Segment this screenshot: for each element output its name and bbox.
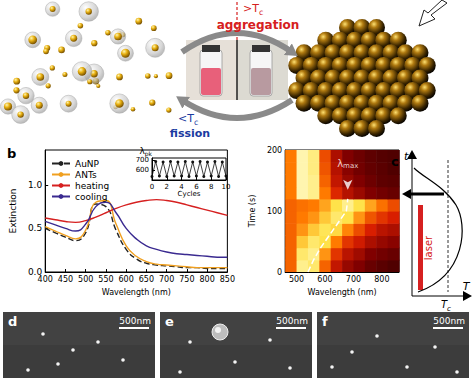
svg-text:Extinction: Extinction bbox=[8, 189, 18, 234]
svg-text:e: e bbox=[165, 314, 174, 329]
svg-text:λ: λ bbox=[337, 158, 344, 170]
svg-text:600: 600 bbox=[317, 275, 332, 284]
svg-text:4: 4 bbox=[179, 183, 184, 191]
svg-text:700: 700 bbox=[159, 275, 174, 284]
svg-text:AuNP: AuNP bbox=[75, 159, 100, 169]
svg-text:0: 0 bbox=[150, 183, 154, 191]
svg-text:1.0: 1.0 bbox=[28, 180, 43, 190]
svg-text:200: 200 bbox=[267, 146, 282, 155]
svg-text:800: 800 bbox=[374, 275, 389, 284]
svg-text:Cycles: Cycles bbox=[178, 190, 201, 198]
svg-text:T: T bbox=[463, 280, 471, 293]
svg-text:100: 100 bbox=[267, 207, 282, 216]
svg-text:heating: heating bbox=[75, 181, 109, 191]
svg-text:λ: λ bbox=[139, 146, 145, 156]
svg-text:6: 6 bbox=[194, 183, 199, 191]
svg-text:c: c bbox=[391, 154, 399, 169]
svg-text:700: 700 bbox=[346, 275, 361, 284]
svg-text:750: 750 bbox=[179, 275, 194, 284]
svg-text:700: 700 bbox=[136, 156, 149, 164]
svg-text:550: 550 bbox=[98, 275, 113, 284]
svg-text:800: 800 bbox=[199, 275, 214, 284]
svg-text:10: 10 bbox=[222, 183, 231, 191]
svg-text:t: t bbox=[404, 150, 409, 163]
svg-text:<Tc: <Tc bbox=[178, 112, 198, 127]
svg-text:aggregation: aggregation bbox=[217, 18, 300, 32]
svg-text:Tc: Tc bbox=[441, 299, 451, 313]
svg-text:cooling: cooling bbox=[75, 192, 107, 202]
svg-text:b: b bbox=[7, 146, 16, 161]
svg-text:fission: fission bbox=[170, 127, 210, 140]
svg-text:0: 0 bbox=[277, 268, 282, 277]
svg-text:8: 8 bbox=[209, 183, 213, 191]
svg-text:2: 2 bbox=[165, 183, 169, 191]
svg-text:500: 500 bbox=[289, 275, 304, 284]
svg-text:d: d bbox=[8, 314, 17, 329]
svg-text:0.5: 0.5 bbox=[28, 223, 42, 233]
svg-text:Wavelength (nm): Wavelength (nm) bbox=[308, 288, 377, 297]
svg-text:f: f bbox=[322, 314, 328, 329]
svg-text:400: 400 bbox=[38, 275, 53, 284]
svg-text:500nm: 500nm bbox=[433, 316, 465, 326]
svg-text:Time (s): Time (s) bbox=[248, 195, 257, 229]
svg-text:0.0: 0.0 bbox=[27, 267, 43, 277]
svg-text:600: 600 bbox=[136, 166, 149, 174]
svg-text:pk: pk bbox=[144, 149, 152, 157]
svg-text:450: 450 bbox=[58, 275, 73, 284]
svg-text:laser: laser bbox=[423, 235, 434, 260]
svg-text:max: max bbox=[343, 162, 358, 170]
svg-text:500: 500 bbox=[78, 275, 93, 284]
svg-text:>Tc: >Tc bbox=[243, 2, 263, 17]
svg-text:650: 650 bbox=[139, 275, 154, 284]
svg-text:Wavelength (nm): Wavelength (nm) bbox=[102, 288, 171, 297]
svg-text:850: 850 bbox=[220, 275, 235, 284]
svg-text:ANTs: ANTs bbox=[75, 170, 97, 180]
svg-text:600: 600 bbox=[119, 275, 134, 284]
svg-text:500nm: 500nm bbox=[119, 316, 151, 326]
svg-text:500nm: 500nm bbox=[276, 316, 308, 326]
